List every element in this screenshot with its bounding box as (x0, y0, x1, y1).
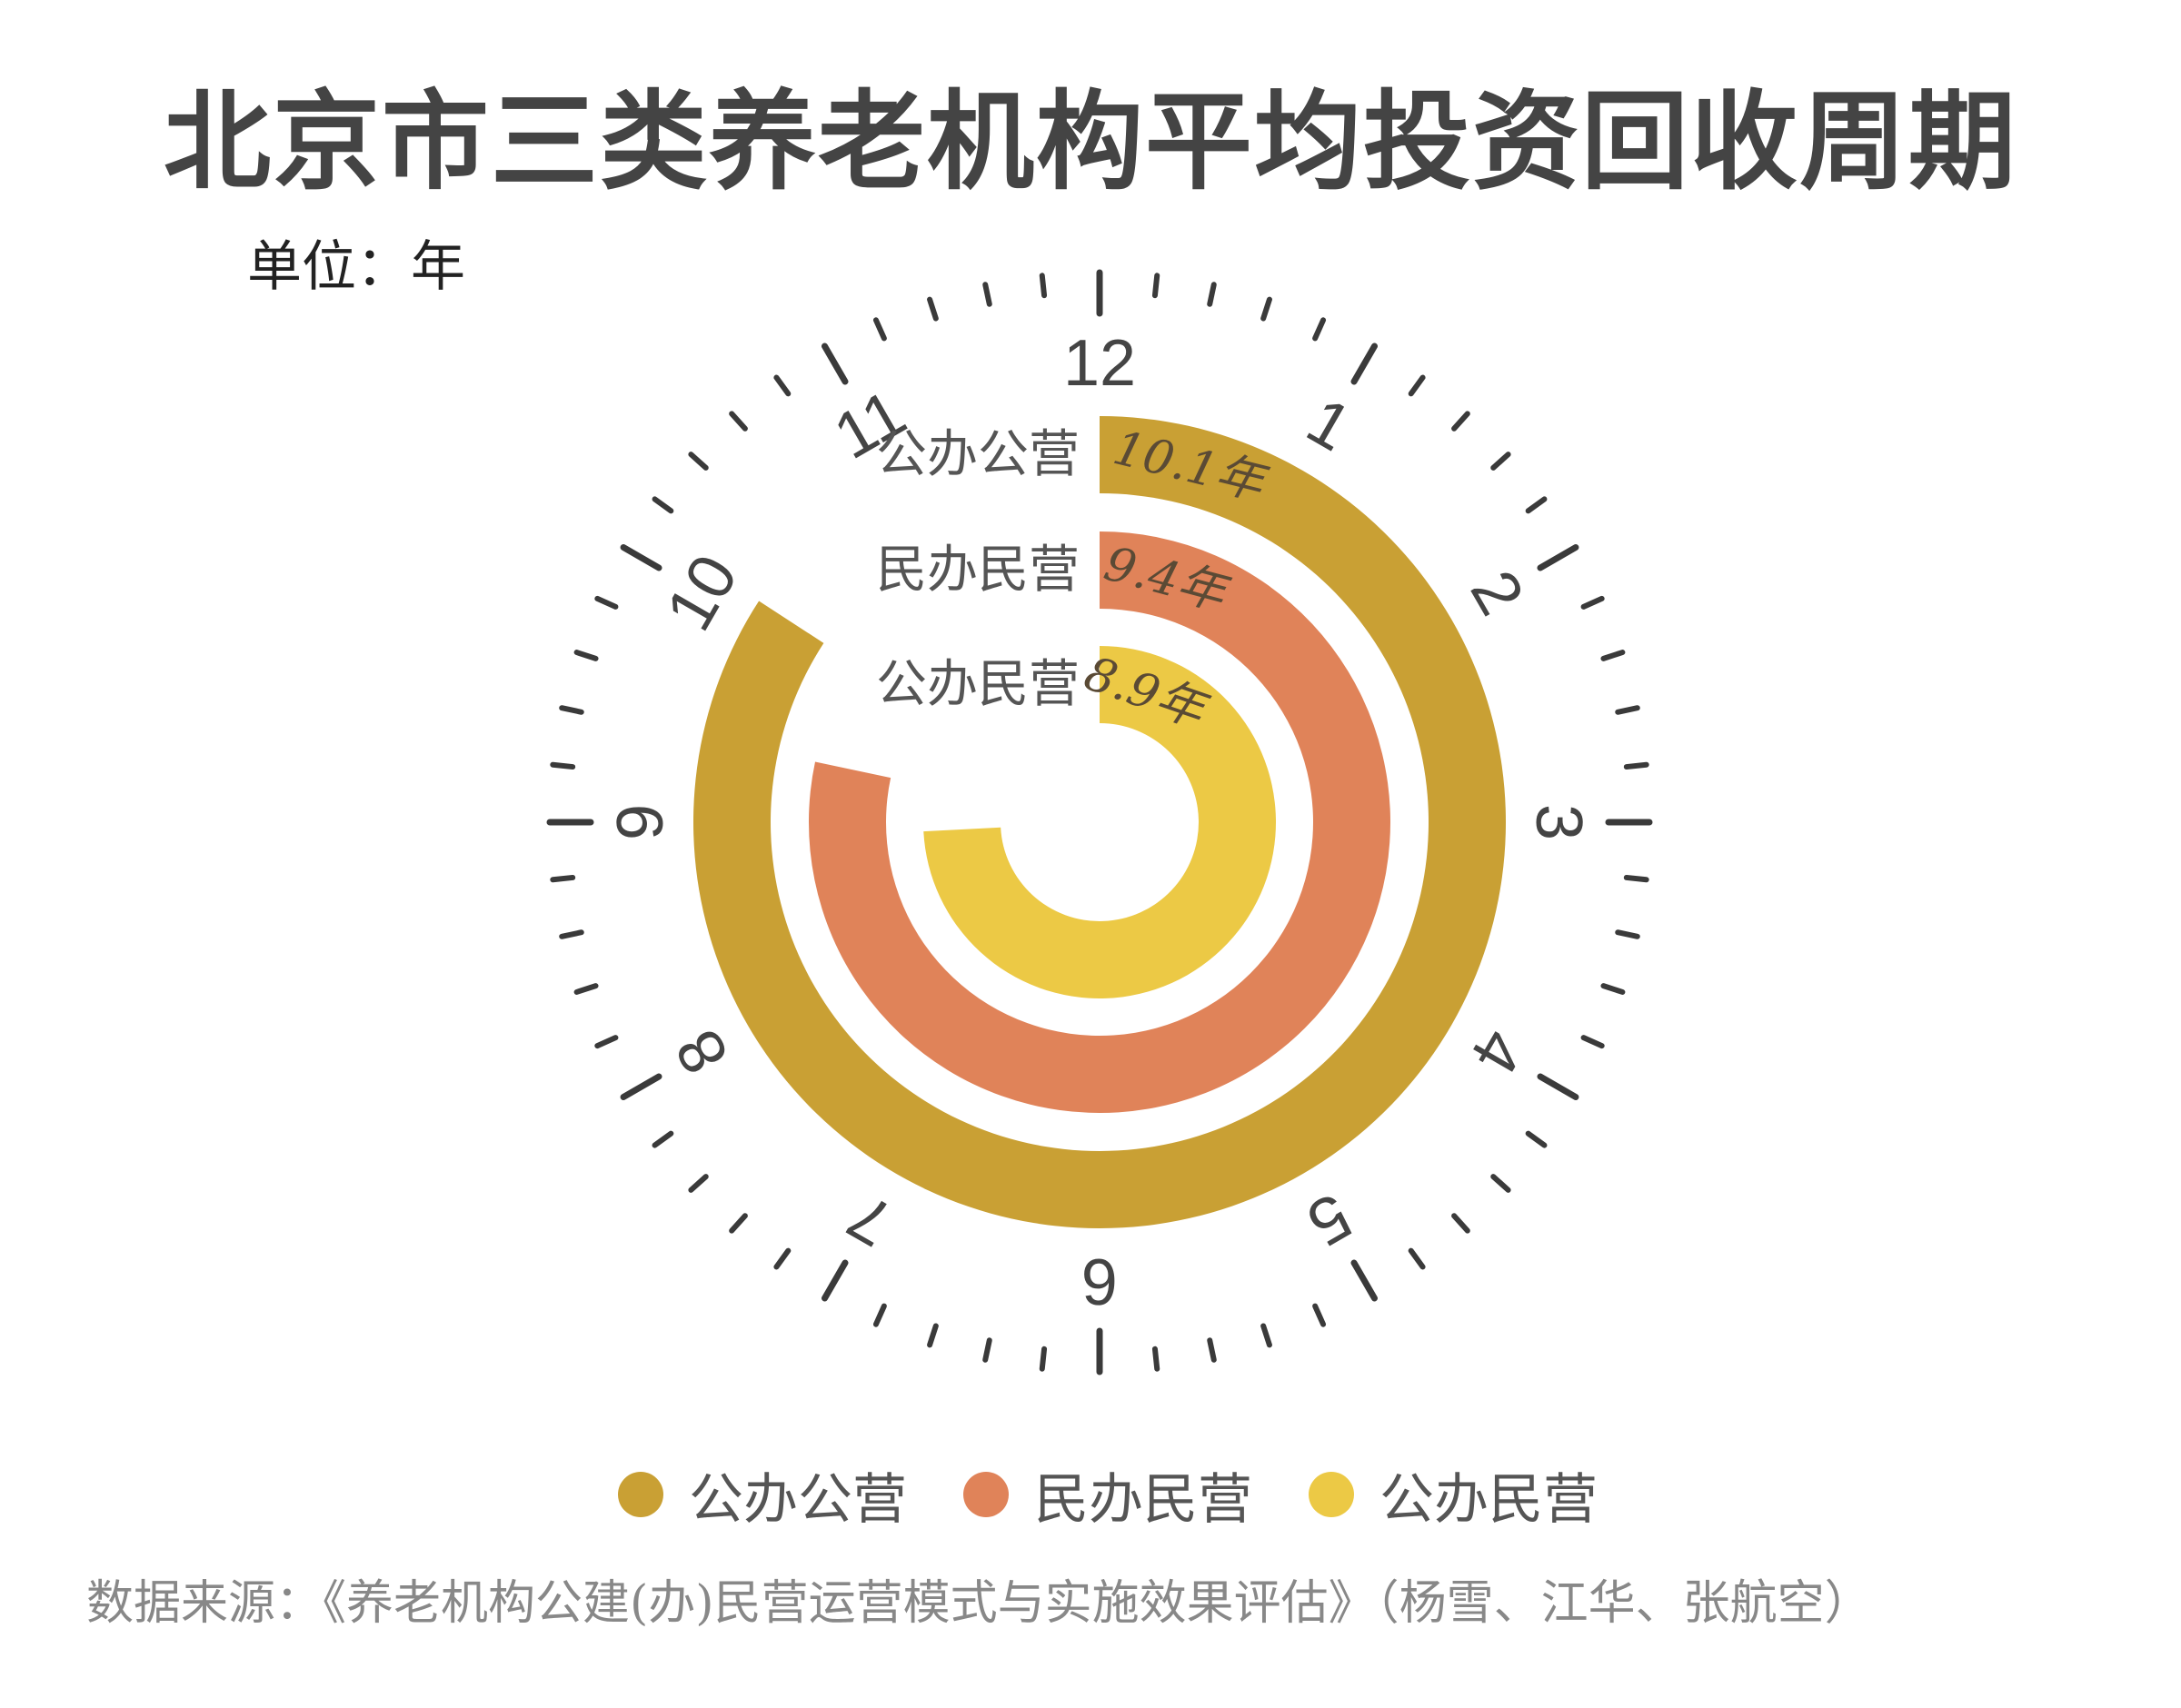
category-label: 民办民营 (876, 541, 1080, 600)
minute-tick (1600, 650, 1626, 661)
clock-number: 9 (604, 804, 677, 840)
legend-item-private-private[interactable]: 民办民营 (963, 1454, 1252, 1535)
category-label: 公办公营 (876, 425, 1080, 484)
minute-tick (573, 983, 599, 995)
minute-tick (550, 761, 576, 770)
minute-tick (559, 929, 584, 939)
minute-tick (1451, 1213, 1470, 1234)
minute-tick (773, 374, 792, 397)
bar-2 (923, 646, 1277, 998)
unit-label: 单位：年 (247, 235, 465, 299)
minute-tick (982, 1337, 992, 1363)
minute-tick (1039, 1346, 1048, 1372)
clock-number: 8 (662, 1018, 742, 1086)
minute-tick (573, 650, 599, 661)
clock-number: 12 (1063, 327, 1136, 400)
legend-item-public-private[interactable]: 公办民营 (1309, 1454, 1598, 1535)
clock-number: 3 (1522, 804, 1595, 840)
minute-tick (927, 296, 939, 322)
minute-tick (773, 1247, 792, 1270)
hour-tick (822, 1259, 849, 1302)
legend-label: 公办公营 (689, 1467, 907, 1532)
clock-tick-marks (546, 269, 1653, 1375)
minute-tick (982, 282, 992, 307)
legend-swatch (1309, 1472, 1354, 1517)
minute-tick (927, 1323, 939, 1348)
minute-tick (1600, 983, 1626, 995)
legend: 公办公营 民办民营 公办民营 (0, 1454, 2181, 1535)
clock-number: 2 (1457, 559, 1538, 627)
hour-tick (1350, 343, 1378, 385)
clock-number: 10 (652, 543, 752, 642)
minute-tick (559, 705, 584, 715)
minute-tick (1490, 1174, 1511, 1193)
radial-bars (693, 416, 1506, 1228)
minute-tick (1260, 296, 1272, 322)
clock-number: 6 (1081, 1245, 1118, 1317)
legend-label: 公办民营 (1379, 1467, 1598, 1532)
minute-tick (1451, 411, 1470, 432)
chart-title: 北京市三类养老机构平均投资回收周期 (163, 79, 2017, 204)
minute-tick (872, 317, 887, 342)
minute-tick (594, 595, 619, 610)
minute-tick (1525, 496, 1548, 514)
clock-number: 4 (1457, 1018, 1538, 1086)
minute-tick (1615, 705, 1640, 715)
hour-tick (822, 343, 849, 385)
minute-tick (1623, 761, 1649, 770)
minute-tick (1312, 1303, 1327, 1327)
hour-tick (1350, 1259, 1378, 1302)
minute-tick (1580, 595, 1605, 610)
minute-tick (594, 1035, 619, 1049)
minute-tick (1260, 1323, 1272, 1348)
legend-item-public-public[interactable]: 公办公营 (618, 1454, 907, 1535)
minute-tick (652, 1130, 674, 1148)
minute-tick (729, 411, 748, 432)
legend-label: 民办民营 (1034, 1467, 1252, 1532)
minute-tick (1207, 1337, 1217, 1363)
minute-tick (1623, 874, 1649, 883)
minute-tick (729, 1213, 748, 1234)
bar-1 (809, 531, 1390, 1113)
minute-tick (688, 1174, 709, 1193)
legend-swatch (963, 1472, 1009, 1517)
minute-tick (1151, 1346, 1160, 1372)
minute-tick (1525, 1130, 1548, 1148)
minute-tick (1615, 929, 1640, 939)
hour-tick (1537, 544, 1579, 571)
hour-tick (620, 544, 662, 571)
minute-tick (872, 1303, 887, 1327)
minute-tick (1207, 282, 1217, 307)
minute-tick (550, 874, 576, 883)
hour-tick (1537, 1073, 1579, 1100)
minute-tick (688, 452, 709, 471)
minute-tick (1490, 452, 1511, 471)
data-source-note: 数据来源：《养老机构公建(办)民营运营模式与实施效果评估》（杨雪、江华、张航空） (86, 1576, 1872, 1631)
minute-tick (1312, 317, 1327, 342)
clock-number: 1 (1295, 384, 1363, 465)
clock-number: 5 (1295, 1179, 1363, 1260)
minute-tick (1408, 374, 1426, 397)
minute-tick (652, 496, 674, 514)
minute-tick (1039, 273, 1048, 299)
minute-tick (1408, 1247, 1426, 1270)
category-label: 公办民营 (876, 655, 1080, 714)
minute-tick (1151, 273, 1160, 299)
minute-tick (1580, 1035, 1605, 1049)
hour-tick (620, 1073, 662, 1100)
legend-swatch (618, 1472, 663, 1517)
clock-number: 7 (836, 1179, 904, 1260)
